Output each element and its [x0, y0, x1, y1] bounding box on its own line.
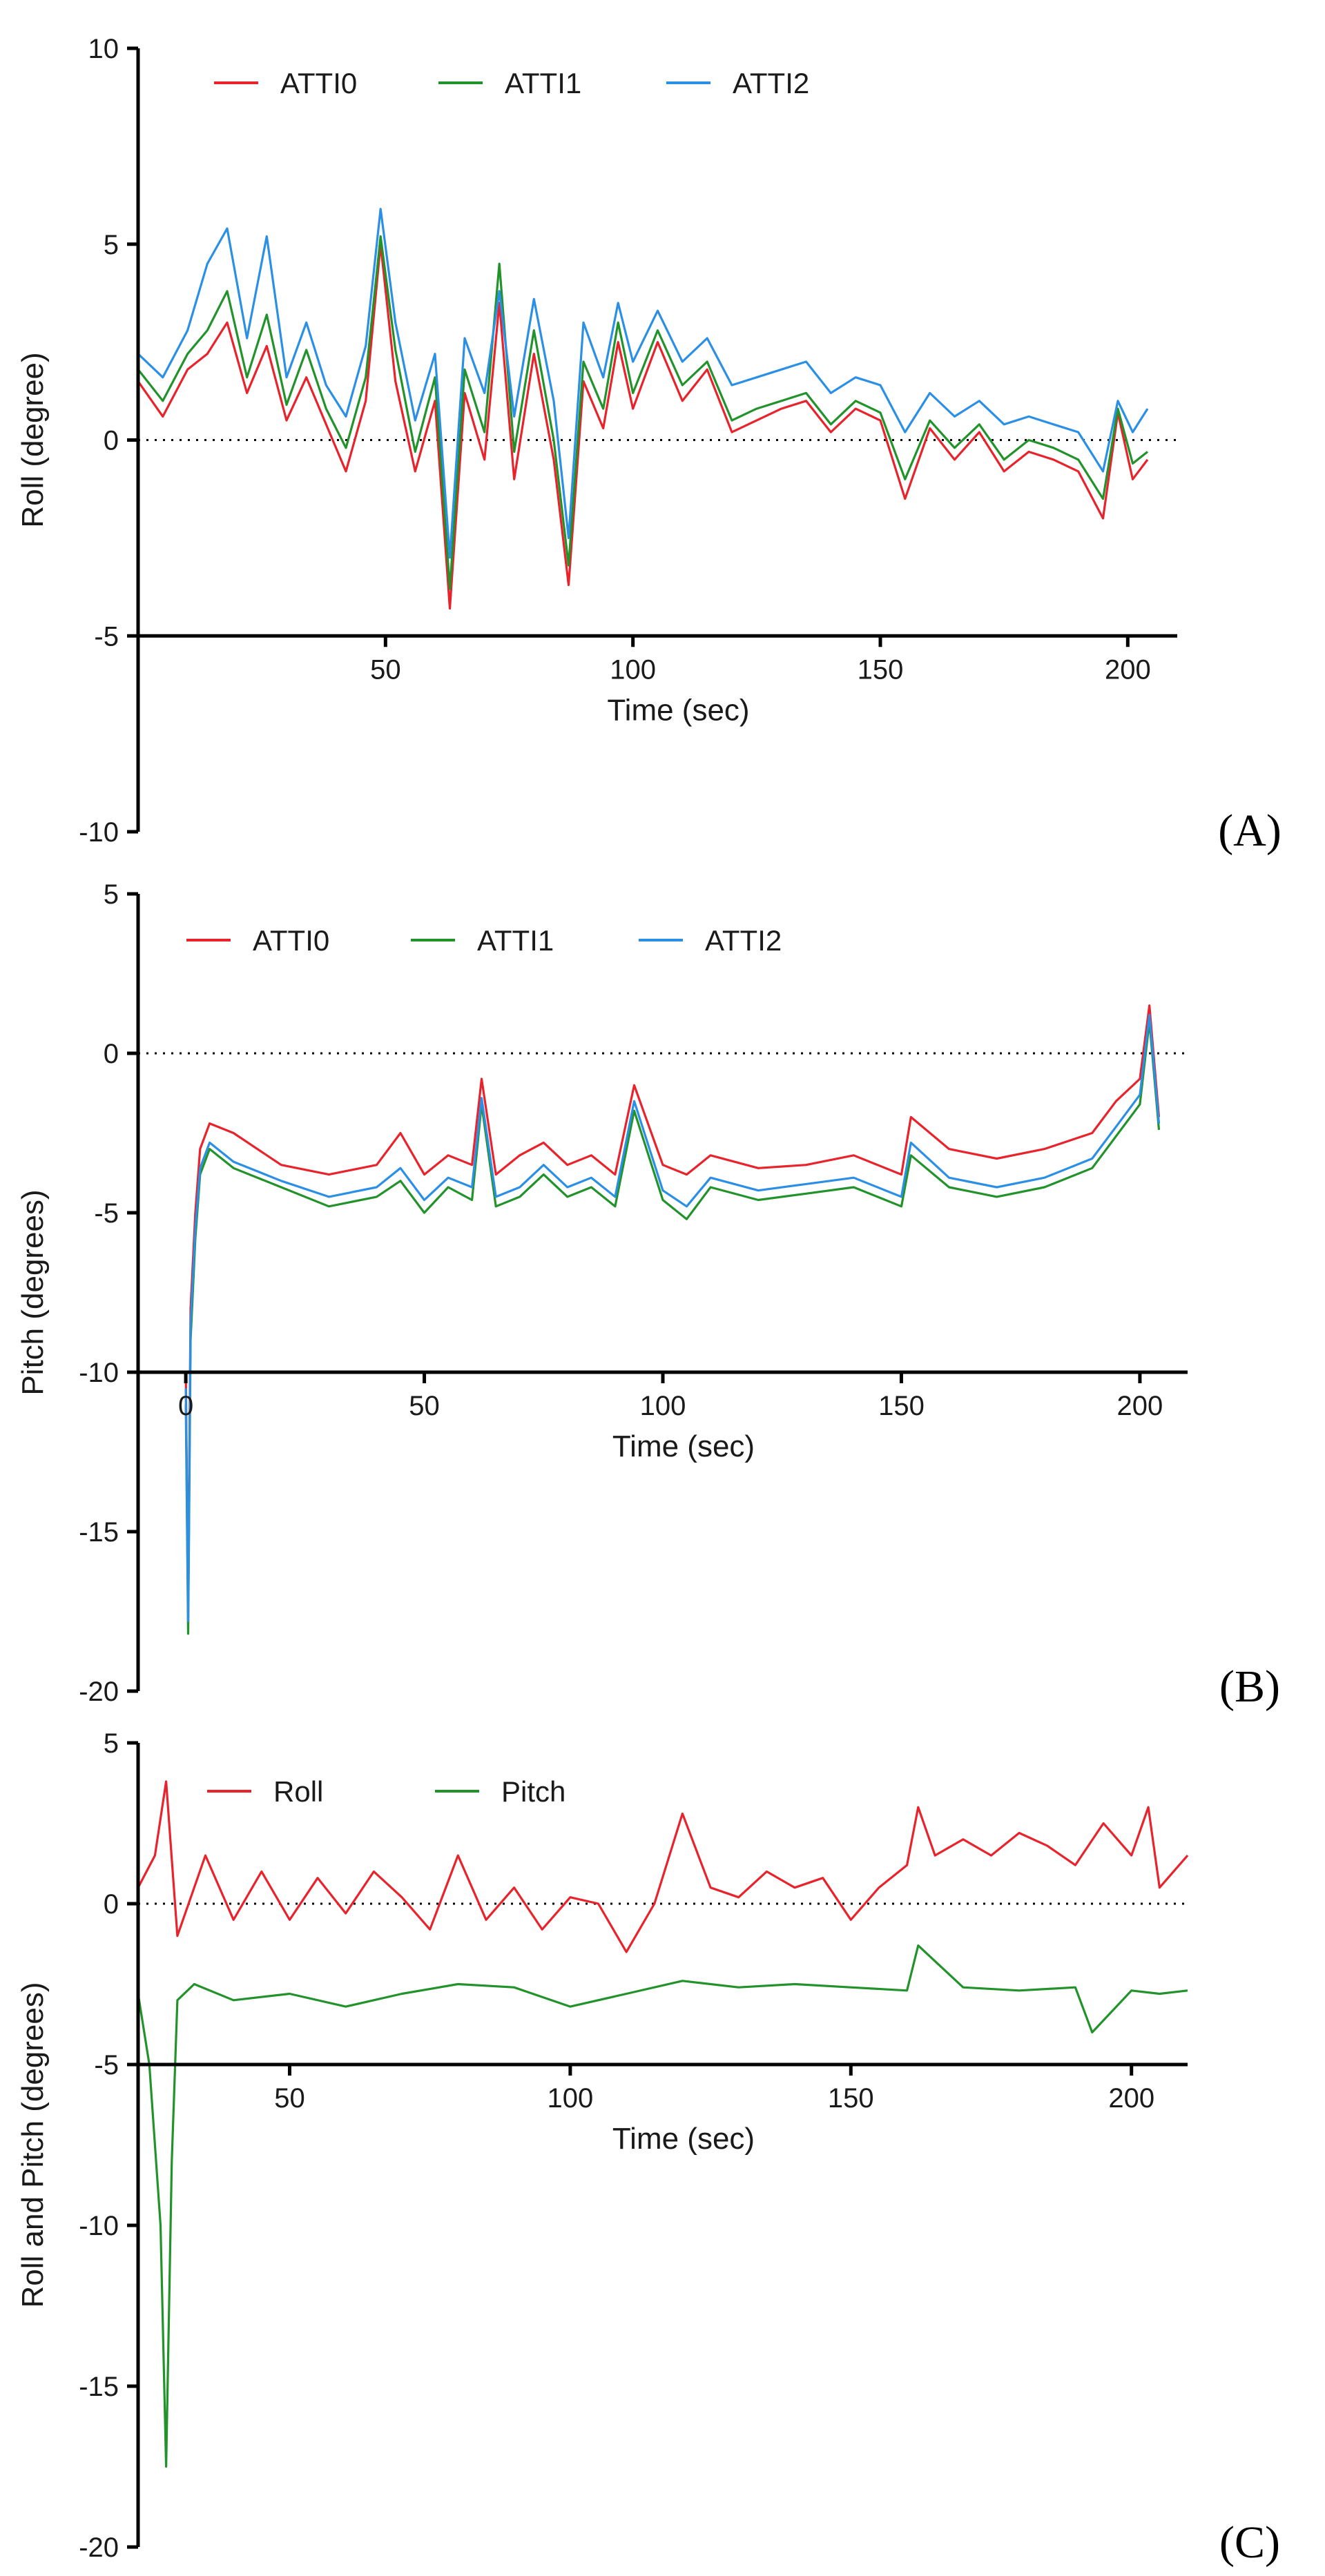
- legend-item-pitch: Pitch: [435, 1775, 565, 1808]
- y-tick-label: 5: [104, 1728, 119, 1759]
- series-line-atti1: [184, 1020, 1161, 1635]
- y-tick-label: -10: [79, 1358, 119, 1388]
- x-tick-label: 200: [1117, 1391, 1163, 1421]
- y-tick-label: 0: [104, 426, 119, 456]
- legend-label: ATTI2: [733, 67, 809, 99]
- y-tick-label: -15: [79, 1517, 119, 1548]
- panel-label: (B): [1219, 1661, 1280, 1712]
- x-axis-title: Time (sec): [607, 693, 749, 727]
- y-tick-label: -20: [79, 2533, 119, 2563]
- x-tick-label: 50: [409, 1391, 440, 1421]
- legend-label: Roll: [273, 1775, 323, 1808]
- legend-label: ATTI0: [280, 67, 357, 99]
- legend-item-atti1: ATTI1: [411, 924, 554, 957]
- y-tick-label: 0: [104, 1889, 119, 1920]
- x-axis-title: Time (sec): [612, 2122, 755, 2156]
- legend-item-atti2: ATTI2: [639, 924, 782, 957]
- y-tick-label: 5: [104, 230, 119, 260]
- x-tick-label: 0: [178, 1391, 193, 1421]
- x-tick-label: 50: [370, 654, 401, 685]
- y-axis-title: Roll (degree): [16, 352, 50, 527]
- legend-item-roll: Roll: [207, 1775, 323, 1808]
- panel-label: (C): [1219, 2517, 1280, 2568]
- y-tick-label: -5: [94, 1198, 119, 1229]
- y-tick-label: 5: [104, 879, 119, 910]
- y-tick-label: -10: [79, 2211, 119, 2241]
- panel-label: (A): [1218, 806, 1282, 856]
- y-tick-label: 0: [104, 1039, 119, 1069]
- x-tick-label: 150: [878, 1391, 925, 1421]
- series-line-atti2: [137, 208, 1149, 559]
- x-tick-label: 150: [858, 654, 904, 685]
- legend-label: ATTI1: [505, 67, 581, 99]
- y-tick-label: -15: [79, 2372, 119, 2402]
- x-tick-label: 100: [548, 2083, 594, 2114]
- legend-item-atti0: ATTI0: [214, 67, 357, 99]
- x-tick-label: 150: [828, 2083, 874, 2114]
- x-tick-label: 200: [1108, 2083, 1154, 2114]
- legend-item-atti0: ATTI0: [186, 924, 329, 957]
- series-line-roll: [137, 1780, 1189, 1953]
- x-tick-label: 200: [1105, 654, 1151, 685]
- series-line-pitch: [137, 1944, 1188, 2468]
- series-line-atti0: [184, 1004, 1161, 1613]
- series-line-atti0: [137, 243, 1149, 610]
- legend-label: Pitch: [501, 1775, 565, 1808]
- y-tick-label: -10: [79, 817, 119, 848]
- legend-item-atti1: ATTI1: [438, 67, 581, 99]
- legend-label: ATTI0: [253, 924, 329, 957]
- y-axis-title: Roll and Pitch (degrees): [16, 1982, 50, 2307]
- y-tick-label: 10: [88, 34, 119, 64]
- x-tick-label: 50: [274, 2083, 305, 2114]
- x-axis-title: Time (sec): [612, 1430, 755, 1463]
- y-tick-label: -20: [79, 1677, 119, 1707]
- legend-label: ATTI1: [477, 924, 554, 957]
- x-tick-label: 100: [640, 1391, 686, 1421]
- y-tick-label: -5: [94, 2050, 119, 2080]
- legend-item-atti2: ATTI2: [666, 67, 809, 99]
- y-tick-label: -5: [94, 621, 119, 652]
- series-line-atti1: [137, 235, 1148, 590]
- y-axis-title: Pitch (degrees): [16, 1189, 50, 1395]
- x-tick-label: 100: [610, 654, 656, 685]
- legend-label: ATTI2: [705, 924, 782, 957]
- series-line-atti2: [184, 1013, 1161, 1622]
